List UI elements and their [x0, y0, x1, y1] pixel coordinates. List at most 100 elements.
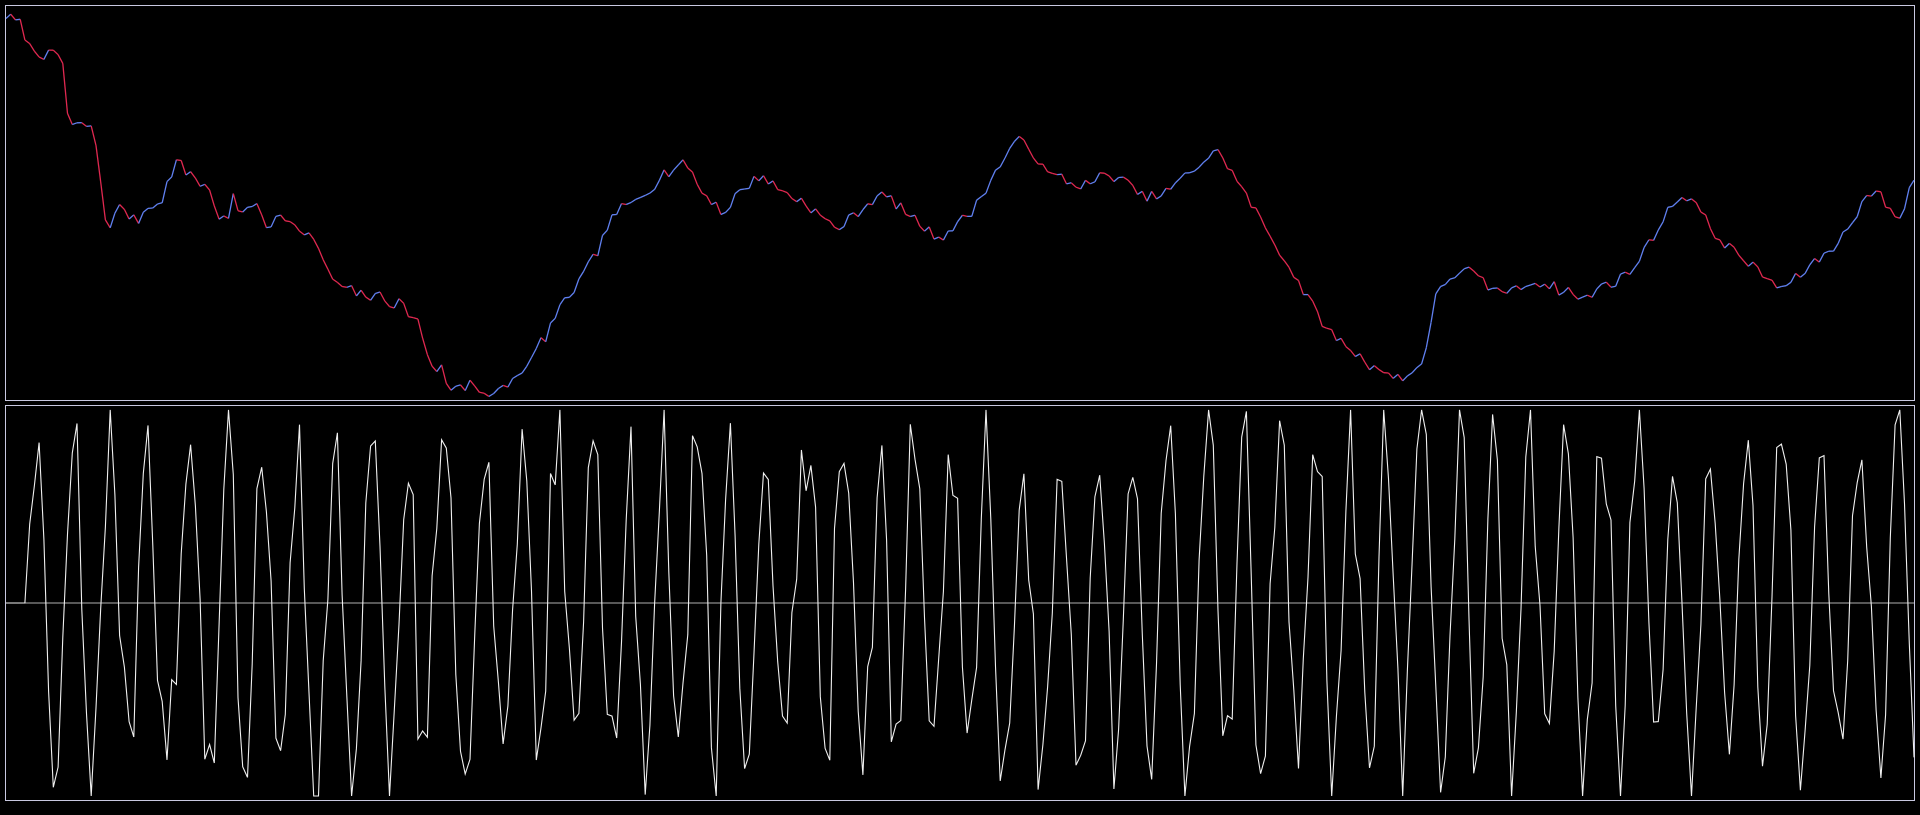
price-segment — [208, 189, 215, 207]
price-segment — [1293, 276, 1299, 281]
price-segment — [38, 56, 45, 60]
price-segment — [10, 13, 16, 21]
price-segment — [393, 298, 400, 309]
price-segment — [848, 212, 854, 216]
price-segment — [1340, 337, 1347, 347]
price-segment — [237, 210, 243, 213]
price-segment — [545, 322, 552, 342]
price-segment — [1511, 285, 1517, 289]
price-segment — [455, 384, 461, 387]
price-segment — [275, 214, 281, 218]
price-segment — [304, 232, 310, 236]
price-segment — [1795, 272, 1801, 278]
price-segment — [403, 303, 410, 317]
price-segment — [1856, 201, 1863, 217]
price-segment — [1009, 141, 1015, 149]
price-segment — [1587, 294, 1593, 298]
price-segment — [1620, 271, 1626, 275]
oscillator-line — [6, 409, 1915, 797]
price-segment — [445, 383, 452, 391]
price-segment — [829, 220, 836, 228]
price-segment — [1634, 260, 1640, 268]
price-segment — [540, 337, 547, 343]
price-segment — [379, 291, 386, 302]
price-segment — [114, 204, 121, 214]
price-segment — [1757, 266, 1764, 278]
price-segment — [1809, 258, 1816, 266]
price-segment — [185, 171, 191, 176]
price-segment — [1402, 375, 1408, 382]
price-segment — [1832, 243, 1839, 252]
price-segment — [142, 207, 149, 213]
price-segment — [336, 281, 343, 287]
price-segment — [748, 176, 755, 189]
price-segment — [682, 159, 689, 169]
price-segment — [990, 169, 997, 181]
price-segment — [370, 293, 376, 301]
price-segment — [938, 236, 944, 241]
price-segment — [389, 305, 395, 309]
price-segment — [1416, 363, 1423, 369]
price-segment — [375, 291, 381, 295]
price-segment — [871, 195, 878, 205]
price-segment — [1089, 181, 1096, 185]
price-segment — [1501, 290, 1508, 294]
price-segment — [464, 379, 471, 391]
price-segment — [1326, 327, 1332, 331]
price-segment — [758, 175, 764, 182]
price-segment — [52, 49, 59, 56]
price-segment — [171, 159, 178, 178]
price-segment — [1861, 195, 1868, 203]
price-segment — [1804, 264, 1811, 274]
price-segment — [1558, 291, 1564, 296]
price-segment — [1316, 311, 1323, 327]
price-segment — [1420, 347, 1427, 365]
price-segment — [1113, 177, 1120, 183]
price-segment — [1193, 166, 1200, 172]
price-segment — [199, 183, 206, 187]
price-segment — [895, 202, 902, 210]
price-segment — [687, 167, 693, 173]
price-segment — [1903, 187, 1910, 209]
price-segment — [1312, 300, 1319, 312]
price-segment — [1075, 186, 1081, 190]
price-segment — [630, 198, 637, 204]
price-segment — [1851, 216, 1858, 224]
price-segment — [1719, 239, 1726, 249]
price-segment — [81, 122, 87, 127]
price-segment — [133, 214, 140, 224]
price-segment — [1605, 281, 1612, 288]
price-segment — [341, 285, 348, 288]
price-segment — [673, 164, 679, 171]
price-segment — [550, 317, 556, 324]
price-segment — [1321, 325, 1328, 329]
price-segment — [86, 125, 92, 128]
price-segment — [1577, 296, 1583, 300]
price-segment — [720, 211, 726, 216]
price-segment — [834, 226, 840, 231]
price-segment — [1156, 195, 1162, 200]
price-segment — [450, 385, 457, 391]
price-segment — [1170, 182, 1176, 190]
price-segment — [355, 289, 362, 297]
price-segment — [1534, 282, 1541, 288]
price-segment — [1790, 273, 1797, 283]
price-segment — [644, 192, 651, 196]
price-segment — [1463, 266, 1470, 270]
price-segment — [800, 197, 807, 207]
price-segment — [166, 176, 173, 183]
price-segment — [668, 169, 675, 178]
price-segment — [483, 392, 490, 397]
price-segment — [805, 205, 812, 214]
price-segment — [1331, 329, 1337, 341]
price-segment — [1842, 228, 1849, 233]
price-segment — [890, 195, 897, 210]
price-segment — [247, 205, 253, 208]
price-segment — [1241, 186, 1247, 194]
price-segment — [1388, 372, 1394, 379]
price-segment — [1520, 285, 1527, 291]
price-segment — [1231, 170, 1238, 182]
price-segment — [1889, 207, 1896, 218]
price-segment — [1709, 228, 1716, 239]
price-segment — [1582, 294, 1588, 298]
